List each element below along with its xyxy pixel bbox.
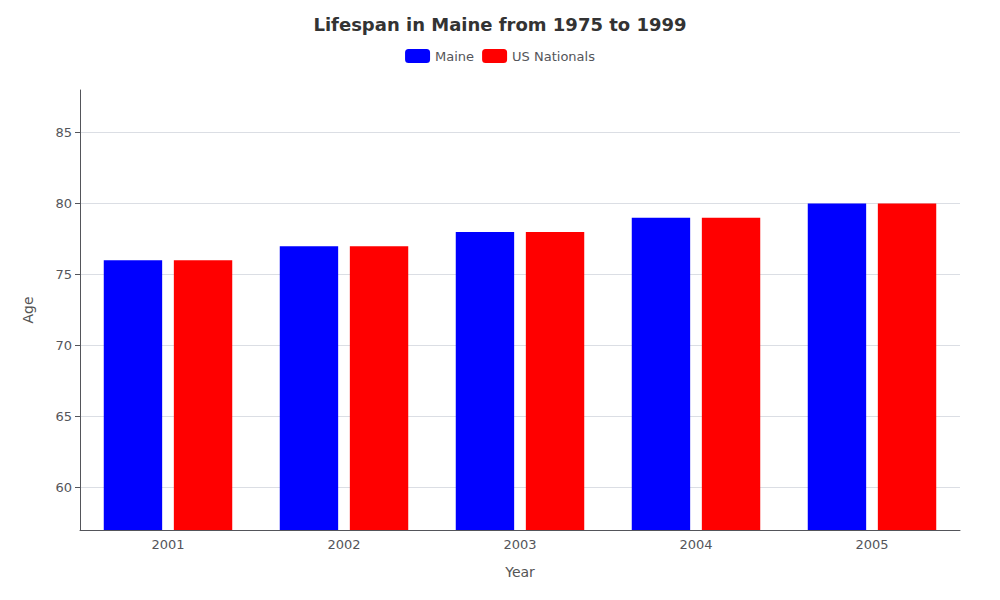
svg-text:2003: 2003 <box>503 537 536 552</box>
svg-text:80: 80 <box>55 196 72 211</box>
svg-text:2004: 2004 <box>679 537 712 552</box>
svg-text:Year: Year <box>504 564 535 580</box>
svg-text:70: 70 <box>55 338 72 353</box>
svg-text:85: 85 <box>55 125 72 140</box>
svg-text:2002: 2002 <box>327 537 360 552</box>
svg-text:Maine: Maine <box>435 49 474 64</box>
svg-text:US Nationals: US Nationals <box>512 49 595 64</box>
svg-text:65: 65 <box>55 409 72 424</box>
svg-text:2005: 2005 <box>855 537 888 552</box>
svg-text:60: 60 <box>55 480 72 495</box>
svg-text:75: 75 <box>55 267 72 282</box>
svg-text:Lifespan in Maine from 1975 to: Lifespan in Maine from 1975 to 1999 <box>313 14 686 35</box>
svg-text:2001: 2001 <box>151 537 184 552</box>
svg-text:Age: Age <box>20 296 36 323</box>
